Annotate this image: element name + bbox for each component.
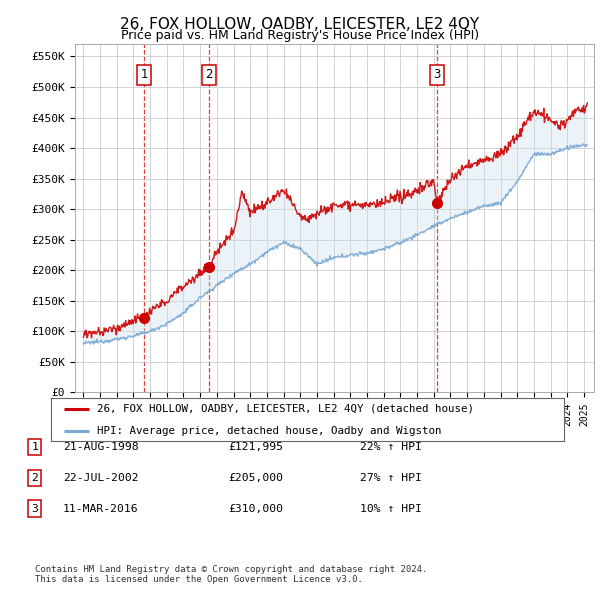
Text: 2: 2: [206, 68, 213, 81]
Text: 3: 3: [433, 68, 440, 81]
Text: 26, FOX HOLLOW, OADBY, LEICESTER, LE2 4QY (detached house): 26, FOX HOLLOW, OADBY, LEICESTER, LE2 4Q…: [97, 404, 474, 414]
Text: 11-MAR-2016: 11-MAR-2016: [63, 504, 139, 513]
Text: £205,000: £205,000: [228, 473, 283, 483]
Text: 22-JUL-2002: 22-JUL-2002: [63, 473, 139, 483]
Text: 1: 1: [31, 442, 38, 452]
Text: HPI: Average price, detached house, Oadby and Wigston: HPI: Average price, detached house, Oadb…: [97, 427, 442, 437]
Text: 27% ↑ HPI: 27% ↑ HPI: [360, 473, 422, 483]
Text: £310,000: £310,000: [228, 504, 283, 513]
Text: 26, FOX HOLLOW, OADBY, LEICESTER, LE2 4QY: 26, FOX HOLLOW, OADBY, LEICESTER, LE2 4Q…: [121, 17, 479, 31]
Text: 22% ↑ HPI: 22% ↑ HPI: [360, 442, 422, 452]
Text: 10% ↑ HPI: 10% ↑ HPI: [360, 504, 422, 513]
Text: 3: 3: [31, 504, 38, 513]
Text: 1: 1: [140, 68, 148, 81]
Text: Contains HM Land Registry data © Crown copyright and database right 2024.
This d: Contains HM Land Registry data © Crown c…: [35, 565, 427, 584]
Text: £121,995: £121,995: [228, 442, 283, 452]
Text: 2: 2: [31, 473, 38, 483]
Text: 21-AUG-1998: 21-AUG-1998: [63, 442, 139, 452]
Text: Price paid vs. HM Land Registry's House Price Index (HPI): Price paid vs. HM Land Registry's House …: [121, 30, 479, 42]
